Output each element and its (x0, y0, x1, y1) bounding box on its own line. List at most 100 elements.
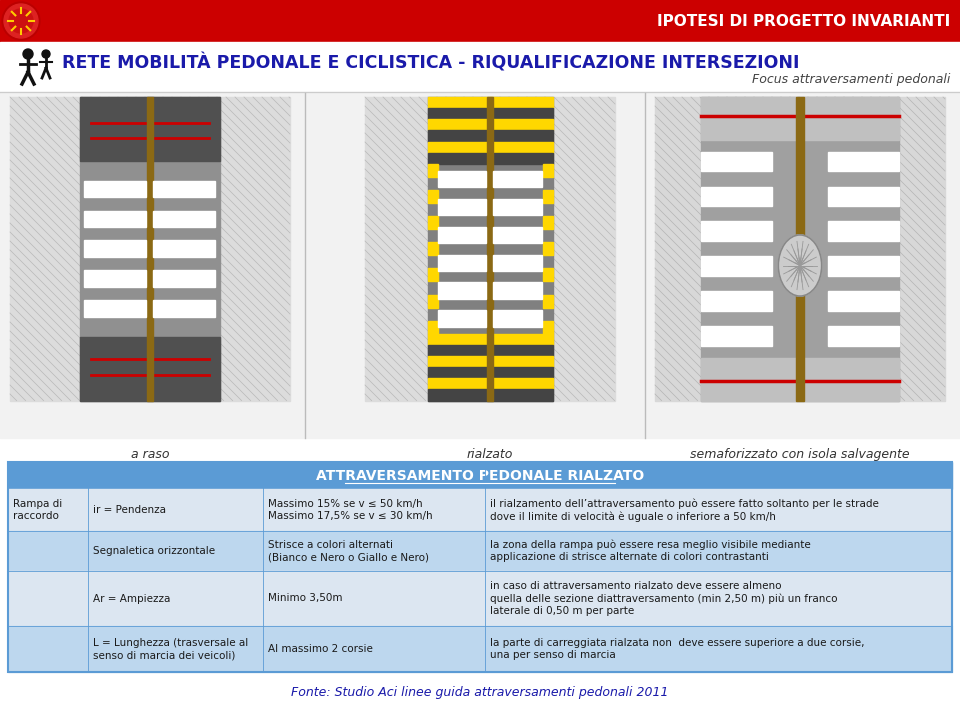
Circle shape (42, 50, 50, 58)
Bar (427, 242, 438, 256)
Bar (80, 97, 220, 161)
Text: Segnaletica orizzontale: Segnaletica orizzontale (93, 546, 215, 556)
Bar (702, 97, 899, 139)
Text: Focus attraversamenti pedonali: Focus attraversamenti pedonali (752, 73, 950, 86)
Bar (493, 311, 541, 327)
Bar (796, 97, 804, 401)
Bar (84, 241, 146, 257)
Text: rialzato: rialzato (467, 448, 514, 461)
Text: Strisce a colori alternati
(Bianco e Nero o Giallo e Nero): Strisce a colori alternati (Bianco e Ner… (268, 540, 429, 562)
Bar (702, 221, 773, 241)
Bar (438, 198, 487, 215)
Bar (84, 271, 146, 287)
Bar (427, 345, 553, 356)
Text: a raso: a raso (131, 448, 169, 461)
Bar (10, 97, 290, 401)
Bar (542, 268, 553, 281)
Bar (828, 291, 899, 311)
Circle shape (2, 2, 40, 40)
Bar (154, 241, 215, 257)
Ellipse shape (779, 235, 822, 296)
Bar (542, 190, 553, 203)
Text: ATTRAVERSAMENTO PEDONALE RIALZATO: ATTRAVERSAMENTO PEDONALE RIALZATO (316, 468, 644, 483)
Bar (84, 301, 146, 317)
Bar (427, 164, 438, 177)
Bar (427, 108, 553, 119)
Bar (427, 119, 553, 131)
Bar (702, 291, 773, 311)
Bar (147, 97, 154, 401)
Bar (427, 389, 553, 401)
Bar (702, 326, 773, 346)
Circle shape (4, 4, 38, 38)
Bar (427, 97, 553, 401)
Bar (438, 171, 487, 187)
Bar (427, 216, 438, 229)
Bar (702, 97, 899, 401)
Bar (0, 93, 960, 438)
Bar (438, 255, 487, 271)
Bar (427, 97, 553, 108)
Bar (493, 255, 541, 271)
Bar (438, 283, 487, 298)
Bar (8, 489, 952, 531)
Text: Massimo 15% se v ≤ 50 km/h
Massimo 17,5% se v ≤ 30 km/h: Massimo 15% se v ≤ 50 km/h Massimo 17,5%… (268, 499, 433, 521)
Bar (154, 181, 215, 197)
Bar (828, 186, 899, 206)
Circle shape (9, 9, 33, 33)
Text: la zona della rampa può essere resa meglio visibile mediante
applicazione di str: la zona della rampa può essere resa megl… (490, 540, 810, 563)
Bar (542, 295, 553, 308)
Bar (8, 571, 952, 626)
Bar (80, 97, 220, 401)
Bar (828, 221, 899, 241)
Bar (427, 321, 438, 334)
Bar (427, 131, 553, 141)
Bar (427, 295, 438, 308)
Bar (542, 321, 553, 334)
Bar (438, 311, 487, 327)
Bar (655, 97, 945, 401)
Bar (427, 356, 553, 367)
Bar (493, 227, 541, 243)
Bar (427, 141, 553, 153)
Bar (154, 271, 215, 287)
Text: Ar = Ampiezza: Ar = Ampiezza (93, 593, 171, 603)
Text: IPOTESI DI PROGETTO INVARIANTI: IPOTESI DI PROGETTO INVARIANTI (657, 14, 950, 29)
Text: RETE MOBILITÀ PEDONALE E CICLISTICA - RIQUALIFICAZIONE INTERSEZIONI: RETE MOBILITÀ PEDONALE E CICLISTICA - RI… (62, 54, 800, 73)
Bar (427, 378, 553, 389)
Bar (542, 216, 553, 229)
Text: Minimo 3,50m: Minimo 3,50m (268, 593, 343, 603)
Bar (0, 0, 960, 42)
Text: Rampa di
raccordo: Rampa di raccordo (13, 499, 62, 521)
Bar (84, 181, 146, 197)
Bar (427, 268, 438, 281)
Text: ir = Pendenza: ir = Pendenza (93, 505, 166, 515)
Bar (8, 462, 952, 672)
Bar (493, 171, 541, 187)
Text: semaforizzato con isola salvagente: semaforizzato con isola salvagente (690, 448, 910, 461)
Bar (427, 367, 553, 378)
Bar (828, 326, 899, 346)
Text: in caso di attraversamento rialzato deve essere almeno
quella delle sezione diat: in caso di attraversamento rialzato deve… (490, 580, 837, 616)
Bar (487, 97, 493, 401)
Bar (702, 358, 899, 401)
Bar (438, 227, 487, 243)
Text: il rialzamento dell’attraversamento può essere fatto soltanto per le strade
dove: il rialzamento dell’attraversamento può … (490, 498, 878, 522)
Bar (828, 256, 899, 276)
Bar (8, 462, 952, 489)
Bar (493, 198, 541, 215)
Bar (542, 242, 553, 256)
Bar (8, 531, 952, 571)
Bar (493, 283, 541, 298)
Text: Al massimo 2 corsie: Al massimo 2 corsie (268, 644, 372, 654)
Bar (80, 337, 220, 401)
Bar (702, 186, 773, 206)
Bar (427, 153, 553, 164)
Bar (8, 626, 952, 672)
Bar (427, 190, 438, 203)
Circle shape (23, 49, 33, 59)
Bar (828, 151, 899, 171)
Bar (84, 211, 146, 227)
Text: la parte di carreggiata rialzata non  deve essere superiore a due corsie,
una pe: la parte di carreggiata rialzata non dev… (490, 638, 864, 660)
Bar (154, 301, 215, 317)
